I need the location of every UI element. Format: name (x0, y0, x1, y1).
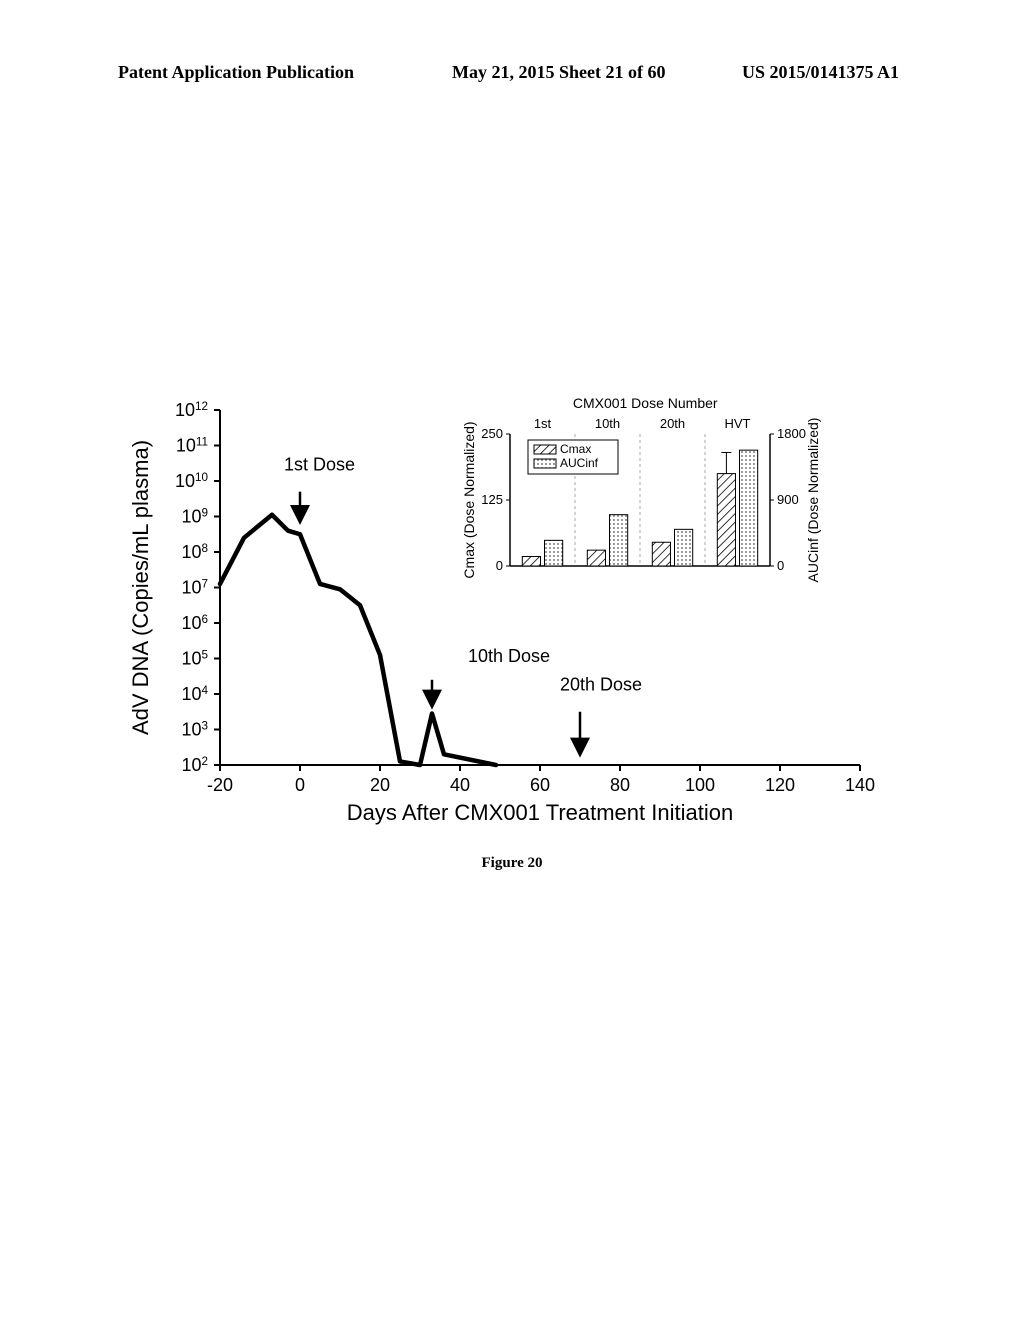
svg-text:60: 60 (530, 775, 550, 795)
svg-text:1st Dose: 1st Dose (284, 454, 355, 474)
header-left: Patent Application Publication (118, 62, 354, 83)
chart-svg: 102 103 104 105 106 107 108 109 1010 1011 1012 -20 0… (120, 390, 910, 830)
svg-text:900: 900 (777, 492, 799, 507)
svg-text:108: 108 (181, 542, 208, 563)
svg-text:107: 107 (181, 577, 208, 598)
svg-text:120: 120 (765, 775, 795, 795)
svg-text:-20: -20 (207, 775, 233, 795)
svg-text:Cmax (Dose Normalized): Cmax (Dose Normalized) (461, 421, 477, 578)
svg-text:CMX001 Dose Number: CMX001 Dose Number (573, 395, 718, 411)
svg-text:100: 100 (685, 775, 715, 795)
svg-text:0: 0 (295, 775, 305, 795)
svg-text:20th: 20th (660, 416, 685, 431)
header-right: US 2015/0141375 A1 (742, 62, 899, 83)
svg-text:20th Dose: 20th Dose (560, 674, 642, 694)
header-middle: May 21, 2015 Sheet 21 of 60 (452, 62, 665, 83)
svg-text:80: 80 (610, 775, 630, 795)
figure-caption: Figure 20 (0, 855, 1024, 872)
figure-chart: 102 103 104 105 106 107 108 109 1010 1011 1012 -20 0… (120, 390, 910, 830)
svg-text:20: 20 (370, 775, 390, 795)
svg-text:102: 102 (181, 755, 208, 776)
svg-text:AUCinf: AUCinf (560, 456, 599, 470)
svg-text:103: 103 (181, 719, 208, 740)
svg-text:10th: 10th (595, 416, 620, 431)
svg-text:125: 125 (481, 492, 503, 507)
svg-text:AUCinf (Dose Normalized): AUCinf (Dose Normalized) (805, 418, 821, 583)
svg-text:109: 109 (181, 506, 208, 527)
svg-text:Cmax: Cmax (560, 442, 591, 456)
svg-text:HVT: HVT (725, 416, 751, 431)
svg-text:106: 106 (181, 613, 208, 634)
svg-text:105: 105 (181, 648, 208, 669)
svg-text:AdV DNA (Copies/mL plasma): AdV DNA (Copies/mL plasma) (128, 440, 153, 735)
svg-text:1st: 1st (534, 416, 552, 431)
svg-text:1012: 1012 (175, 400, 208, 421)
svg-text:104: 104 (181, 684, 208, 705)
svg-text:Days After CMX001 Treatment In: Days After CMX001 Treatment Initiation (347, 800, 733, 825)
svg-text:0: 0 (496, 558, 503, 573)
svg-text:140: 140 (845, 775, 875, 795)
svg-text:250: 250 (481, 426, 503, 441)
svg-text:10th Dose: 10th Dose (468, 646, 550, 666)
svg-text:40: 40 (450, 775, 470, 795)
svg-text:1800: 1800 (777, 426, 806, 441)
svg-text:1011: 1011 (176, 435, 208, 456)
svg-text:0: 0 (777, 558, 784, 573)
svg-text:1010: 1010 (175, 471, 209, 492)
